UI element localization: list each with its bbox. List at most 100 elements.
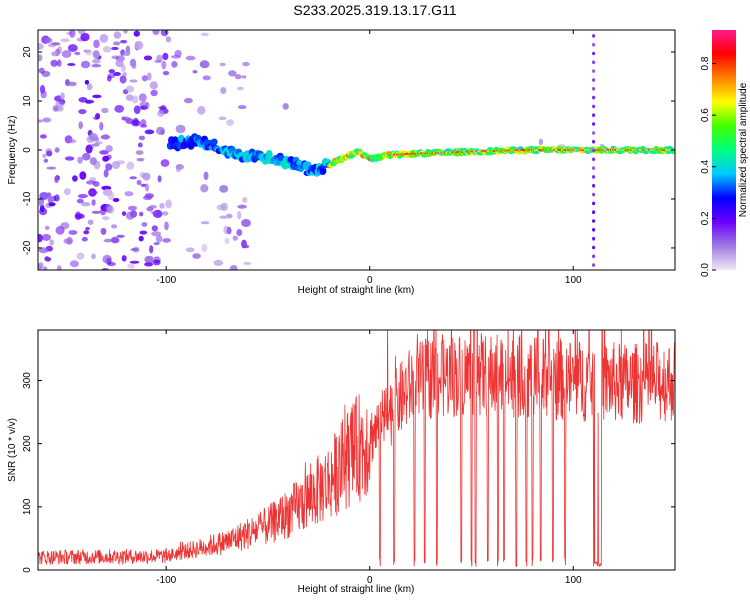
- noise-blob: [129, 58, 137, 67]
- noise-blob: [144, 129, 155, 135]
- noise-blob: [122, 72, 128, 77]
- noise-blob: [99, 121, 104, 131]
- noise-blob: [213, 259, 224, 266]
- noise-blob: [160, 129, 165, 135]
- noise-blob: [237, 211, 242, 220]
- y-tick-label: 100: [22, 498, 33, 515]
- vertical-streak-cell: [592, 228, 596, 232]
- noise-blob: [93, 39, 100, 49]
- noise-blob: [100, 207, 107, 216]
- noise-blob: [112, 198, 120, 202]
- vertical-streak-cell: [592, 245, 596, 250]
- noise-blob: [99, 150, 109, 155]
- noise-blob: [38, 43, 44, 50]
- noise-blob: [162, 238, 172, 243]
- noise-blob: [144, 193, 154, 199]
- noise-blob: [243, 261, 252, 265]
- noise-blob: [116, 234, 125, 238]
- noise-blob: [42, 153, 47, 158]
- noise-blob: [40, 90, 47, 99]
- noise-blob: [111, 224, 118, 229]
- noise-blob: [155, 234, 163, 243]
- noise-blob: [137, 142, 143, 148]
- noise-blob: [127, 263, 135, 269]
- noise-blob: [115, 59, 124, 68]
- noise-blob: [138, 235, 144, 242]
- noise-blob: [91, 253, 96, 260]
- colorbar-gradient: [712, 30, 736, 270]
- noise-blob: [38, 247, 49, 254]
- vertical-streak-cell: [592, 87, 596, 91]
- noise-blob: [77, 30, 86, 35]
- vertical-streak-cell: [592, 184, 596, 188]
- colorbar-tick-label: 0.2: [700, 211, 711, 225]
- spectrogram-cells: [38, 30, 675, 270]
- noise-blob: [121, 116, 127, 121]
- vertical-streak-cell: [592, 157, 596, 162]
- noise-blob: [55, 225, 65, 235]
- noise-blob: [152, 30, 160, 35]
- noise-blob: [129, 79, 138, 83]
- noise-blob: [77, 194, 88, 199]
- noise-blob: [192, 253, 201, 259]
- noise-blob: [72, 175, 78, 182]
- noise-blob: [197, 105, 206, 115]
- noise-blob: [78, 121, 83, 130]
- noise-blob: [55, 100, 65, 108]
- y-tick-label: 0: [22, 567, 33, 573]
- noise-blob: [85, 49, 93, 56]
- noise-blob: [45, 192, 52, 197]
- noise-blob: [236, 229, 243, 236]
- noise-blob: [102, 254, 112, 264]
- noise-blob: [61, 50, 72, 58]
- noise-blob: [103, 238, 113, 243]
- noise-blob: [162, 52, 169, 61]
- noise-blob: [95, 141, 103, 145]
- noise-blob: [38, 54, 43, 62]
- noise-blob: [237, 86, 244, 91]
- spectrogram-ylabel: Frequency (Hz): [7, 116, 18, 185]
- noise-blob: [131, 95, 139, 104]
- noise-blob: [52, 105, 59, 112]
- noise-blob: [200, 32, 209, 37]
- noise-blob: [139, 101, 150, 107]
- noise-blob: [57, 59, 62, 67]
- noise-blob: [86, 83, 93, 91]
- noise-blob: [152, 259, 161, 266]
- snr-series-line: [38, 330, 675, 568]
- noise-blob: [113, 41, 121, 46]
- snr-ticks: -100 0 100 0 100 200 300: [22, 330, 675, 586]
- noise-blob: [88, 133, 98, 141]
- noise-blob: [54, 194, 60, 202]
- colorbar-ticks: 0.0 0.2 0.4 0.6 0.8: [700, 56, 716, 277]
- noise-blob: [219, 185, 229, 193]
- noise-blob: [138, 93, 147, 102]
- noise-blob: [91, 210, 101, 214]
- noise-blob: [44, 256, 50, 261]
- noise-blob: [80, 32, 90, 42]
- noise-blob: [67, 44, 78, 52]
- noise-blob: [226, 226, 232, 235]
- noise-blob: [38, 119, 43, 123]
- noise-blob: [116, 160, 125, 165]
- y-tick-label: 200: [22, 435, 33, 452]
- noise-blob: [129, 260, 140, 264]
- noise-blob: [241, 219, 251, 227]
- noise-blob: [60, 38, 70, 42]
- noise-blob: [67, 83, 77, 87]
- noise-blob: [165, 199, 173, 209]
- noise-blob: [224, 237, 230, 245]
- noise-blob: [111, 46, 119, 51]
- noise-blob: [157, 175, 162, 183]
- noise-blob: [133, 105, 141, 114]
- noise-blob: [140, 183, 147, 187]
- noise-blob: [81, 236, 88, 242]
- y-tick-label: 10: [22, 95, 33, 107]
- ridge-cell: [319, 167, 327, 175]
- noise-blob: [81, 202, 91, 207]
- noise-blob: [64, 188, 71, 196]
- noise-blob: [282, 103, 289, 110]
- noise-blob: [538, 138, 544, 146]
- noise-blob: [150, 211, 157, 215]
